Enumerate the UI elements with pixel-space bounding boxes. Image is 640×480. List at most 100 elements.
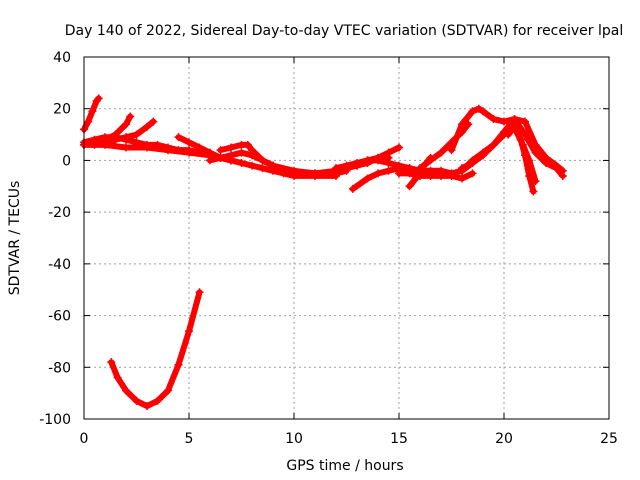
data-point-arc7 [216,146,225,155]
x-tick-label: 20 [495,431,513,447]
data-point-arc15 [479,107,487,116]
data-point-arc17 [468,156,477,165]
data-point-arc3 [122,120,130,129]
data-point-arc18 [510,122,519,131]
data-point-arc9 [342,161,351,170]
x-axis-label: GPS time / hours [286,458,403,474]
data-point-arc15 [468,107,477,116]
data-point-arc19 [132,396,141,405]
data-point-arc9 [384,159,393,168]
data-point-arc8 [227,151,235,160]
data-point-arc11 [374,153,382,162]
x-tick-label: 15 [390,431,408,447]
data-point-arc15 [474,104,483,113]
data-point-arc12 [395,169,403,178]
data-point-arc1 [94,94,103,103]
data-point-arc7 [243,140,252,149]
data-point-arc11 [384,148,393,157]
plot-frame [83,56,610,420]
data-point-arc10 [384,166,393,175]
data-point-arc14 [426,156,435,165]
data-point-arc4 [111,135,120,144]
data-point-arc5 [164,146,172,155]
data-point-arc18 [521,151,529,160]
data-point-arc15 [489,115,498,124]
data-point-arc10 [363,174,372,183]
data-point-arc18 [525,171,534,180]
x-tick-label: 10 [285,431,303,447]
data-point-arc8 [269,161,277,170]
data-point-arc18 [529,187,538,196]
y-tick-label: -100 [39,412,71,428]
data-point-arc8 [258,156,267,165]
data-point-arc12 [468,169,477,178]
y-tick-label: -60 [48,309,71,325]
data-point-arc12 [458,174,466,183]
y-axis-label: SDTVAR / TECUs [7,181,23,296]
y-tick-label: 20 [53,102,71,118]
data-point-arc19 [113,373,122,382]
data-point-arc13 [411,174,420,183]
data-point-arc11 [363,159,372,168]
data-point-arc7 [227,143,235,152]
data-point-arc1 [84,117,93,126]
y-tick-label: -20 [48,205,71,221]
series-arc19 [108,289,203,410]
data-point-arc17 [558,171,567,180]
data-point-arc17 [531,148,540,157]
x-tick-label: 0 [80,431,89,447]
data-point-arc19 [164,386,172,395]
y-tick-label: 40 [53,50,71,66]
data-point-arc15 [458,120,466,129]
data-point-arc9 [332,164,340,173]
series-layer [80,94,567,411]
data-point-arc19 [122,386,130,395]
data-point-arc6 [195,143,204,152]
data-point-arc6 [237,159,246,168]
data-point-arc19 [185,327,193,336]
data-point-arc4 [149,117,158,126]
data-point-arc5 [143,143,151,152]
data-point-arc4 [143,122,151,131]
grid-layer [84,57,609,419]
data-point-arc18 [516,135,525,144]
data-point-arc17 [521,130,529,139]
data-point-arc8 [216,153,225,162]
data-point-arc10 [348,184,357,193]
data-point-arc5 [122,143,130,152]
y-tick-label: 0 [62,153,71,169]
x-tick-label: 5 [185,431,194,447]
data-point-arc17 [552,164,561,173]
data-point-arc19 [195,288,204,297]
data-point-arc14 [416,164,424,173]
y-tick-label: -80 [48,360,71,376]
data-point-arc15 [521,117,529,126]
data-point-arc3 [126,112,135,121]
data-point-arc8 [290,166,298,175]
data-point-arc15 [500,117,508,126]
data-point-arc6 [206,148,214,157]
data-point-arc6 [185,138,193,147]
chart-title: Day 140 of 2022, Sidereal Day-to-day VTE… [65,23,623,39]
data-point-arc8 [248,151,256,160]
data-point-arc5 [185,148,193,157]
data-point-arc17 [510,115,519,124]
data-point-arc12 [437,171,445,180]
data-point-arc19 [153,396,162,405]
data-point-arc12 [426,171,435,180]
data-point-arc12 [447,171,456,180]
data-point-arc1 [88,107,97,116]
data-point-arc6 [258,164,267,173]
data-point-arc17 [542,159,550,168]
data-point-arc15 [447,146,456,155]
data-point-arc6 [248,161,256,170]
y-tick-label: -40 [48,257,71,273]
data-point-arc5 [101,140,109,149]
data-point-arc8 [237,148,246,157]
data-point-arc19 [143,402,151,411]
data-point-arc17 [489,140,498,149]
data-point-arc17 [479,148,487,157]
series-arc14 [417,121,472,172]
data-point-arc11 [353,161,361,170]
